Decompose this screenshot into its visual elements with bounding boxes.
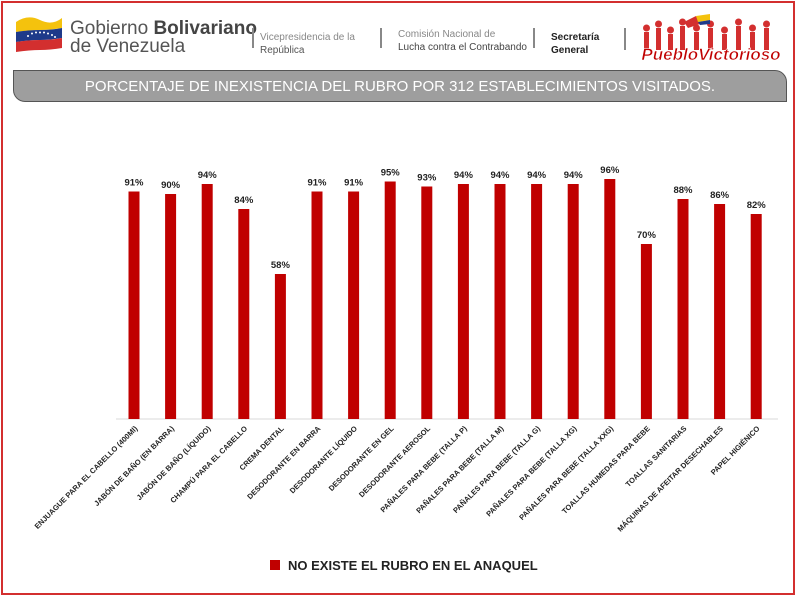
- pueblo-victorioso-logo: PuebloVictorioso: [641, 14, 781, 62]
- divider: [380, 28, 382, 48]
- x-tick-label: CHAMPÚ PARA EL CABELLO: [168, 424, 249, 505]
- divider: [624, 28, 626, 50]
- bar: [714, 204, 726, 419]
- vicepresidencia-label: Vicepresidencia de la República: [260, 32, 355, 56]
- data-label: 91%: [307, 178, 327, 189]
- data-label: 82%: [747, 200, 767, 211]
- gov-title-line2: de Venezuela: [70, 36, 186, 57]
- bar: [640, 244, 652, 419]
- data-label: 70%: [637, 230, 657, 241]
- x-tick-label: DESODORANTE AEROSOL: [357, 424, 432, 499]
- bar: [494, 184, 506, 419]
- bar: [128, 191, 140, 419]
- data-label: 84%: [234, 195, 254, 206]
- divider: [252, 28, 254, 48]
- data-label: 94%: [454, 170, 474, 181]
- bar: [457, 184, 469, 419]
- data-label: 94%: [564, 170, 584, 181]
- x-tick-label: JABÓN DE BAÑO (LÍQUIDO): [135, 424, 213, 502]
- gov-title-line1: Gobierno Bolivariano: [70, 18, 257, 39]
- data-label: 94%: [527, 170, 547, 181]
- data-label: 94%: [490, 170, 510, 181]
- x-tick-label: DESODORANTE EN BARRA: [245, 424, 322, 501]
- bar: [384, 181, 396, 419]
- data-label: 90%: [161, 180, 181, 191]
- x-tick-label: DESODORANTE EN GEL: [327, 424, 396, 493]
- bar: [567, 184, 579, 419]
- bar: [238, 209, 250, 419]
- comision-label: Comisión Nacional de Lucha contra el Con…: [398, 29, 527, 53]
- chart-title: PORCENTAJE DE INEXISTENCIA DEL RUBRO POR…: [13, 70, 787, 102]
- data-label: 86%: [710, 190, 730, 201]
- bar: [421, 186, 433, 419]
- chart-legend: NO EXISTE EL RUBRO EN EL ANAQUEL: [270, 556, 538, 574]
- venezuela-flag-icon: [16, 17, 62, 52]
- header: Gobierno Bolivariano de Venezuela Vicepr…: [0, 0, 800, 68]
- bar: [165, 194, 177, 419]
- bar: [348, 191, 360, 419]
- secretaria-label: Secretaría General: [551, 32, 600, 56]
- bar: [750, 214, 762, 419]
- svg-text:PuebloVictorioso: PuebloVictorioso: [641, 45, 780, 62]
- data-label: 94%: [198, 170, 218, 181]
- data-label: 88%: [673, 185, 693, 196]
- bar: [311, 191, 323, 419]
- legend-swatch: [270, 560, 280, 570]
- data-label: 95%: [381, 168, 401, 179]
- bar: [531, 184, 543, 419]
- bar: [677, 199, 689, 419]
- bar: [604, 179, 616, 419]
- bar: [201, 184, 213, 419]
- bar: [274, 274, 286, 419]
- data-label: 93%: [417, 173, 437, 184]
- divider: [533, 28, 535, 48]
- x-tick-label: TOALLAS SANITARIAS: [624, 424, 689, 489]
- data-label: 91%: [124, 178, 144, 189]
- data-label: 91%: [344, 178, 364, 189]
- data-label: 58%: [271, 260, 291, 271]
- legend-label: NO EXISTE EL RUBRO EN EL ANAQUEL: [288, 557, 538, 573]
- data-label: 96%: [600, 165, 620, 176]
- x-tick-label: DESODORANTE LÍQUIDO: [288, 424, 359, 495]
